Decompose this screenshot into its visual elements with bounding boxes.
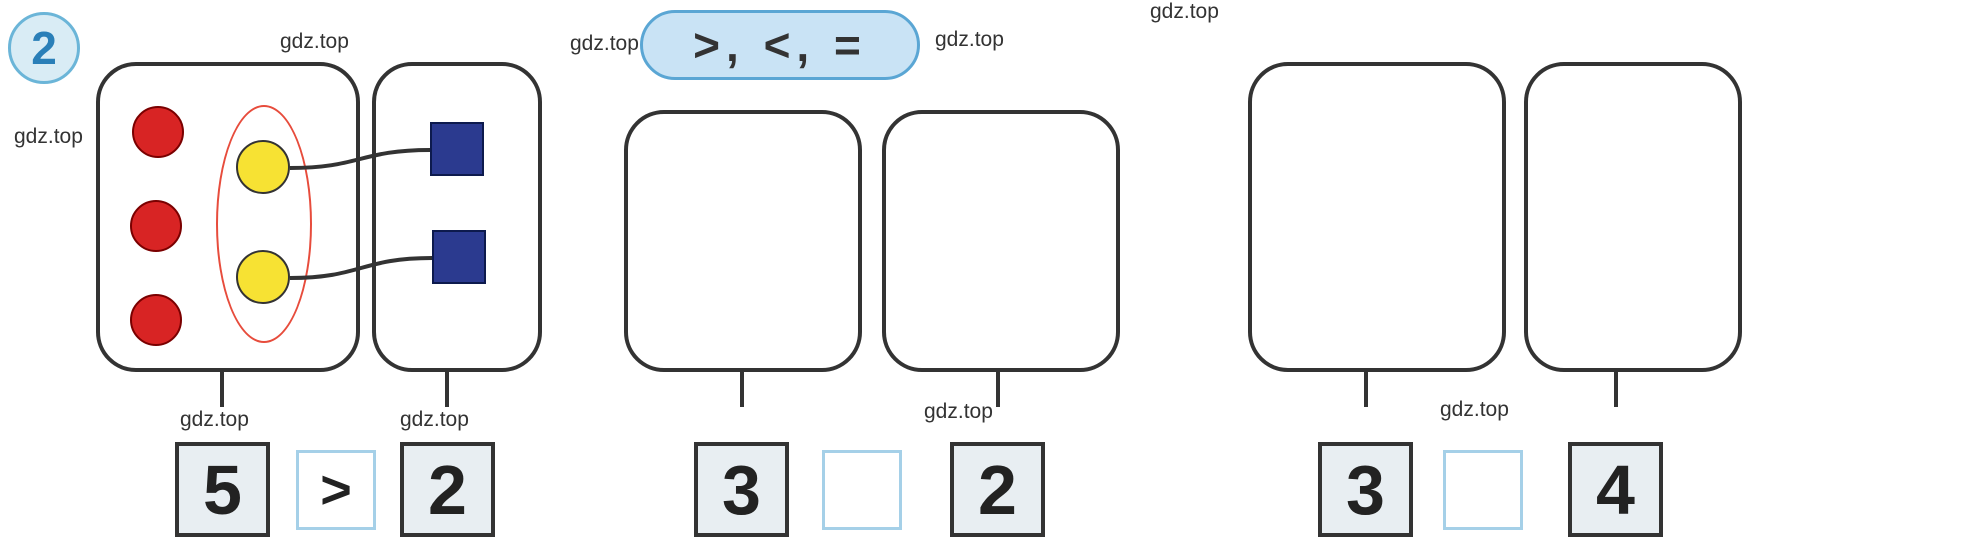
watermark: gdz.top [570,32,639,56]
card-stem [220,372,224,407]
watermark: gdz.top [180,408,249,432]
blue-square-icon [430,122,484,176]
watermark: gdz.top [1150,0,1219,24]
number-right-1: 2 [950,442,1045,537]
comparison-legend: >, <, = [640,10,920,80]
operator-box-1[interactable] [822,450,902,530]
card-stem [740,372,744,407]
number-left-1: 3 [694,442,789,537]
exercise-number-badge: 2 [8,12,80,84]
number-right-0: 2 [400,442,495,537]
red-circle-icon [130,200,182,252]
card-left-1 [624,110,862,372]
watermark: gdz.top [280,30,349,54]
watermark: gdz.top [14,125,83,149]
card-left-2 [1248,62,1506,372]
card-stem [1364,372,1368,407]
watermark: gdz.top [924,400,993,424]
operator-box-0[interactable]: > [296,450,376,530]
card-stem [996,372,1000,407]
operator-box-2[interactable] [1443,450,1523,530]
card-right-0 [372,62,542,372]
card-right-2 [1524,62,1742,372]
card-right-1 [882,110,1120,372]
watermark: gdz.top [1440,398,1509,422]
card-stem [445,372,449,407]
red-circle-icon [130,294,182,346]
yellow-circle-icon [236,250,290,304]
legend-text: >, <, = [693,18,867,72]
watermark: gdz.top [400,408,469,432]
card-stem [1614,372,1618,407]
number-left-0: 5 [175,442,270,537]
watermark: gdz.top [935,28,1004,52]
red-circle-icon [132,106,184,158]
exercise-number-text: 2 [31,21,57,75]
yellow-circle-icon [236,140,290,194]
number-right-2: 4 [1568,442,1663,537]
number-left-2: 3 [1318,442,1413,537]
blue-square-icon [432,230,486,284]
